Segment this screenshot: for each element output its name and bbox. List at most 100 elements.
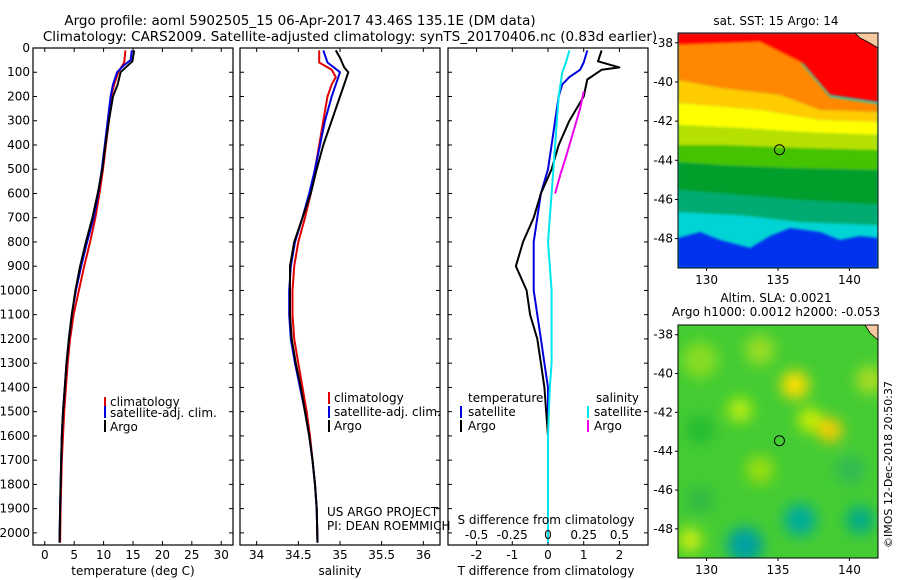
x-tick-label: 15	[125, 548, 140, 562]
x-tick-label: 36	[416, 548, 431, 562]
x-tick-label: 1	[580, 548, 588, 562]
sst-map-image	[678, 33, 878, 268]
x-tick-label: 2	[616, 548, 624, 562]
s-diff-tick-label: -0.5	[465, 528, 488, 542]
depth-tick-label: 1000	[0, 283, 30, 297]
lat-tick-label: -48	[653, 522, 673, 536]
x-tick-label: 34.5	[285, 548, 312, 562]
x-tick-label: 35.5	[368, 548, 395, 562]
temperature-axis-label: temperature (deg C)	[71, 564, 194, 578]
temperature-profiles	[58, 50, 136, 543]
legend-label-argo: Argo	[334, 419, 362, 433]
x-tick-label: 20	[155, 548, 170, 562]
legend-label-satellite: satellite-adj. clim.	[110, 406, 217, 420]
depth-tick-label: 1500	[0, 405, 30, 419]
x-tick-label: 5	[70, 548, 78, 562]
depth-tick-label: 100	[7, 65, 30, 79]
profile-line-argo	[289, 49, 350, 543]
credit-line-1: US ARGO PROJECT	[327, 505, 439, 519]
profile-line-argo	[58, 50, 136, 543]
depth-tick-label: 1900	[0, 502, 30, 516]
temperature-axes-frame	[32, 47, 234, 546]
s-diff-tick-label: 0.25	[570, 528, 597, 542]
salinity-axis-label: salinity	[318, 564, 361, 578]
credit-line-2: PI: DEAN ROEMMICH	[327, 519, 450, 533]
sla-lat-ticks: -38 -40 -42 -44 -46 -48	[653, 328, 678, 536]
depth-tick-label: 300	[7, 114, 30, 128]
difference-profiles	[514, 50, 621, 543]
legend-title-temperature: temperature	[468, 391, 543, 405]
sst-map-panel: sat. SST: 15 Argo: 14 -38 -40 -42 -44 -46 -48…	[653, 14, 879, 287]
lat-tick-label: -38	[653, 328, 673, 342]
x-tick-label: 30	[214, 548, 229, 562]
lon-tick-label: 130	[695, 563, 718, 577]
difference-ticks: -2 -1 0 1 2	[471, 48, 624, 562]
legend-label-climatology: climatology	[334, 391, 404, 405]
s-diff-tick-label: -0.25	[497, 528, 528, 542]
difference-legend-temperature: temperature satellite Argo	[460, 391, 543, 433]
legend-label-argo: Argo	[110, 420, 138, 434]
sla-lon-ticks: 130 135 140	[695, 558, 861, 577]
lat-tick-label: -46	[653, 483, 673, 497]
x-tick-label: 10	[96, 548, 111, 562]
salinity-legend: climatology satellite-adj. clim. Argo	[328, 391, 441, 433]
lat-tick-label: -46	[653, 192, 673, 206]
depth-tick-label: 900	[7, 259, 30, 273]
depth-tick-label: 2000	[0, 526, 30, 540]
profile-line-satellite-adj-clim-	[58, 50, 133, 543]
title-line-1: Argo profile: aoml 5902505_15 06-Apr-201…	[64, 13, 535, 29]
t-difference-axis-label: T difference from climatology	[457, 564, 635, 578]
lat-tick-label: -44	[653, 153, 673, 167]
profile-line-argo	[554, 91, 585, 194]
depth-tick-label: 0	[22, 41, 30, 55]
depth-tick-label: 1700	[0, 453, 30, 467]
lat-tick-label: -44	[653, 444, 673, 458]
depth-tick-label: 700	[7, 211, 30, 225]
depth-tick-label: 1600	[0, 429, 30, 443]
difference-panel: -2 -1 0 1 2 T difference from climatology S …	[447, 47, 649, 578]
x-tick-label: 25	[184, 548, 199, 562]
legend-label-t-argo: Argo	[468, 419, 496, 433]
s-diff-tick-label: 0	[544, 528, 552, 542]
s-difference-axis-label: S difference from climatology	[458, 513, 635, 527]
sst-lon-ticks: 130 135 140	[695, 268, 861, 287]
temperature-panel: 0100200300400500600700800900100011001200…	[0, 41, 648, 578]
x-tick-label: 0	[544, 548, 552, 562]
x-tick-label: 35	[332, 548, 347, 562]
lat-tick-label: -38	[653, 36, 673, 50]
lon-tick-label: 135	[767, 563, 790, 577]
profile-line-satellite-adj-clim-	[288, 50, 341, 543]
temperature-legend: climatology satellite-adj. clim. Argo	[104, 395, 217, 434]
lon-tick-label: 140	[838, 273, 861, 287]
temperature-ticks: 0 5 10 15 20 25 30	[41, 48, 229, 562]
sla-argo-marker	[773, 435, 785, 447]
lon-tick-label: 130	[695, 273, 718, 287]
legend-label-t-satellite: satellite	[468, 405, 516, 419]
lon-tick-label: 140	[838, 563, 861, 577]
title-line-2: Climatology: CARS2009. Satellite-adjuste…	[43, 29, 657, 45]
salinity-profiles	[288, 49, 350, 543]
imos-stamp: ©IMOS 12-Dec-2018 20:50:37	[882, 381, 895, 548]
x-tick-label: -2	[471, 548, 483, 562]
lat-tick-label: -40	[653, 367, 673, 381]
x-tick-label: 0	[41, 548, 49, 562]
s-diff-tick-label: 0.5	[610, 528, 629, 542]
depth-tick-label: 600	[7, 186, 30, 200]
depth-ticks: 0 100 200 300 400 500 600 700 800 900 1000 1100 1200…	[0, 41, 648, 540]
sst-lat-ticks: -38 -40 -42 -44 -46 -48	[653, 36, 678, 246]
profile-line-argo	[514, 50, 621, 543]
sla-map-title: Altim. SLA: 0.0021	[720, 291, 831, 305]
lat-tick-label: -48	[653, 232, 673, 246]
x-tick-label: -1	[506, 548, 518, 562]
sst-map-title: sat. SST: 15 Argo: 14	[713, 14, 838, 28]
depth-tick-label: 500	[7, 162, 30, 176]
sla-map-panel: Altim. SLA: 0.0021 Argo h1000: 0.0012 h2…	[653, 291, 880, 577]
depth-tick-label: 800	[7, 235, 30, 249]
salinity-panel: 34 34.5 35 35.5 36 salinity climatology sate…	[239, 47, 450, 578]
legend-label-satellite: satellite-adj. clim.	[334, 405, 441, 419]
depth-tick-label: 200	[7, 89, 30, 103]
depth-tick-label: 1800	[0, 477, 30, 491]
legend-title-salinity: salinity	[596, 391, 639, 405]
salinity-ticks: 34 34.5 35 35.5 36	[249, 48, 431, 562]
